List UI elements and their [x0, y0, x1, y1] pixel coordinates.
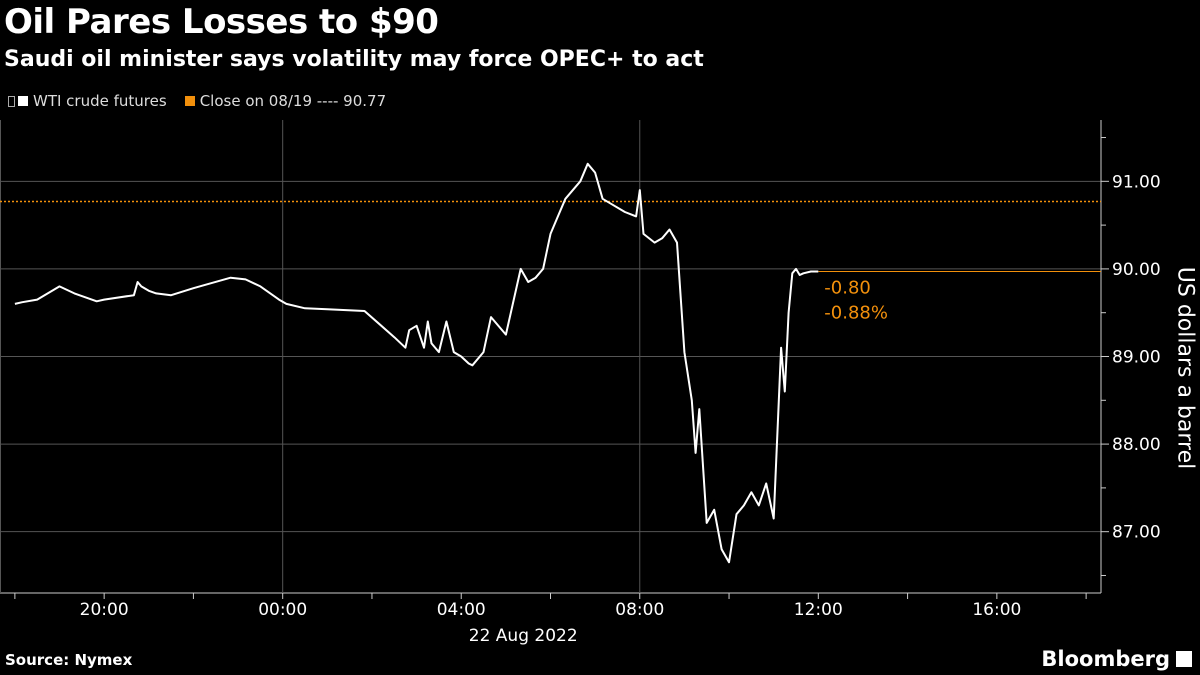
x-tick-label: 16:00: [972, 600, 1021, 620]
legend-label-series: WTI crude futures: [33, 92, 167, 110]
x-tick-label: 08:00: [615, 600, 664, 620]
legend-marker-icon: [8, 95, 15, 107]
brand-logo: Bloomberg: [1041, 647, 1192, 671]
x-tick-label: 12:00: [794, 600, 843, 620]
legend-swatch-reference: [184, 96, 195, 106]
y-tick-label: 90.00: [1112, 260, 1161, 280]
y-tick-label: 89.00: [1112, 348, 1161, 368]
legend-item-series: WTI crude futures: [8, 92, 167, 110]
y-tick-label: 91.00: [1112, 172, 1161, 192]
y-tick-label: 88.00: [1112, 435, 1161, 455]
x-tick-label: 00:00: [258, 600, 307, 620]
series-line-wti: [14, 162, 819, 564]
y-axis-title: US dollars a barrel: [1172, 266, 1198, 470]
legend-swatch-series: [18, 96, 28, 106]
y-tick-label: 87.00: [1112, 523, 1161, 543]
legend-item-reference: Close on 08/19 ---- 90.77: [184, 92, 387, 110]
legend: WTI crude futures Close on 08/19 ---- 90…: [8, 92, 404, 110]
bloomberg-logo-icon: [1176, 651, 1192, 667]
source-note: Source: Nymex: [5, 651, 133, 669]
change-annotation: -0.88%: [824, 303, 888, 324]
chart-title: Oil Pares Losses to $90: [4, 2, 439, 42]
brand-name: Bloomberg: [1041, 647, 1170, 671]
x-tick-label: 20:00: [80, 600, 129, 620]
chart-subtitle: Saudi oil minister says volatility may f…: [4, 47, 704, 72]
change-annotation: -0.80: [824, 278, 871, 299]
x-date-label: 22 Aug 2022: [469, 626, 578, 646]
x-tick-label: 04:00: [437, 600, 486, 620]
legend-label-reference: Close on 08/19 ---- 90.77: [199, 92, 387, 110]
